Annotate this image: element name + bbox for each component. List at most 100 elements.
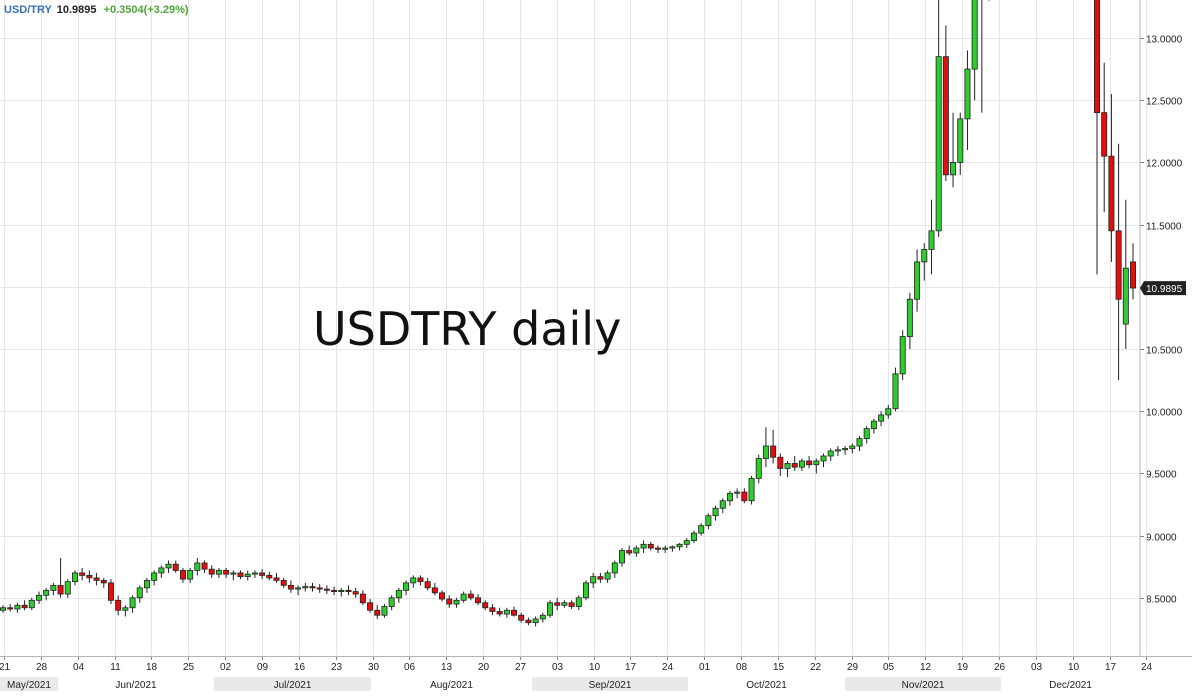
candle-body <box>770 445 777 458</box>
candle-body <box>309 586 316 589</box>
candle-body <box>885 408 892 416</box>
candle-body <box>223 570 230 575</box>
candle-body <box>942 56 949 176</box>
ticker-header: USD/TRY 10.9895 +0.3504(+3.29%) <box>4 4 189 16</box>
candle-body <box>35 594 42 601</box>
x-tick-label: 08 <box>736 662 748 673</box>
candle-body <box>237 572 244 578</box>
candle-body <box>662 547 669 550</box>
candle-body <box>28 599 35 609</box>
month-label: Jun/2021 <box>115 680 157 691</box>
x-tick-label: 04 <box>73 662 85 673</box>
candle-body <box>741 491 748 502</box>
candle-body <box>345 589 352 592</box>
candle-body <box>7 607 14 610</box>
candle-body <box>870 420 877 430</box>
candle-body <box>244 573 251 578</box>
candle-body <box>827 450 834 457</box>
x-tick-label: 10 <box>1068 662 1080 673</box>
last-price-tag <box>1140 281 1186 296</box>
candle-body <box>525 619 532 624</box>
x-tick-label: 23 <box>331 662 343 673</box>
y-tick-label: 10.5000 <box>1146 346 1183 357</box>
candle-body <box>921 249 928 263</box>
month-label: Dec/2021 <box>1049 680 1092 691</box>
candle-body <box>518 614 525 621</box>
x-tick-label: 09 <box>257 662 269 673</box>
candle-body <box>259 572 266 576</box>
candle-body <box>798 460 805 468</box>
candle-body <box>1094 0 1101 114</box>
candle-body <box>179 570 186 580</box>
candle-body <box>143 579 150 589</box>
x-tick-label: 15 <box>773 662 785 673</box>
candle-body <box>14 604 21 610</box>
x-tick-label: 01 <box>699 662 711 673</box>
candle-body <box>878 414 885 422</box>
candle-body <box>482 602 489 609</box>
candle-body <box>777 456 784 469</box>
candle-body <box>618 550 625 564</box>
candle-body <box>86 575 93 579</box>
candle-body <box>100 579 107 584</box>
candle-body <box>539 614 546 620</box>
candle-body <box>511 609 518 616</box>
month-band <box>845 677 1001 691</box>
candle-body <box>806 460 813 466</box>
candle-body <box>712 507 719 517</box>
x-tick-label: 24 <box>1141 662 1153 673</box>
candle-body <box>669 546 676 549</box>
candle-body <box>834 449 841 452</box>
candle-body <box>79 572 86 576</box>
x-tick-label: 19 <box>957 662 969 673</box>
candle-body <box>489 607 496 612</box>
candle-body <box>460 593 467 601</box>
candle-body <box>129 597 136 609</box>
candle-body <box>352 591 359 595</box>
candle-body <box>547 602 553 616</box>
candle-body <box>115 599 122 611</box>
candle-body <box>158 567 165 574</box>
month-band <box>214 677 371 691</box>
x-tick-label: 25 <box>183 662 195 673</box>
candle-body <box>280 579 287 586</box>
x-tick-label: 06 <box>404 662 416 673</box>
candle-body <box>928 230 935 250</box>
candle-body <box>532 618 539 624</box>
candle-body <box>273 577 280 581</box>
y-tick-label: 10.0000 <box>1146 408 1183 419</box>
x-tick-label: 29 <box>847 662 859 673</box>
candle-body <box>683 540 690 545</box>
candle-body <box>194 562 201 571</box>
candle-body <box>446 598 453 605</box>
candle-body <box>705 515 712 527</box>
candle-body <box>611 562 618 574</box>
candle-body <box>726 492 733 502</box>
x-tick-label: 12 <box>920 662 932 673</box>
candle-body <box>43 589 50 596</box>
candle-body <box>568 602 575 607</box>
x-tick-label: 03 <box>552 662 564 673</box>
candle-body <box>230 572 237 575</box>
candle-body <box>93 577 100 581</box>
x-tick-label: 17 <box>625 662 637 673</box>
candle-body <box>849 445 856 449</box>
ticker-symbol[interactable]: USD/TRY <box>4 4 52 16</box>
x-tick-label: 17 <box>1105 662 1117 673</box>
candle-body <box>359 593 366 604</box>
candle-body <box>1108 155 1115 232</box>
last-price-label: 10.9895 <box>1146 284 1183 295</box>
x-tick-label: 24 <box>662 662 674 673</box>
x-tick-label: 16 <box>294 662 306 673</box>
x-tick-label: 05 <box>883 662 895 673</box>
candle-body <box>403 582 410 591</box>
candle-body <box>590 576 597 584</box>
candle-body <box>395 589 402 599</box>
candle-body <box>604 572 611 580</box>
candle-body <box>503 609 510 615</box>
candle-body <box>734 491 741 494</box>
candle-body <box>554 602 561 606</box>
y-tick-label: 9.5000 <box>1146 470 1177 481</box>
candle-body <box>287 584 294 590</box>
